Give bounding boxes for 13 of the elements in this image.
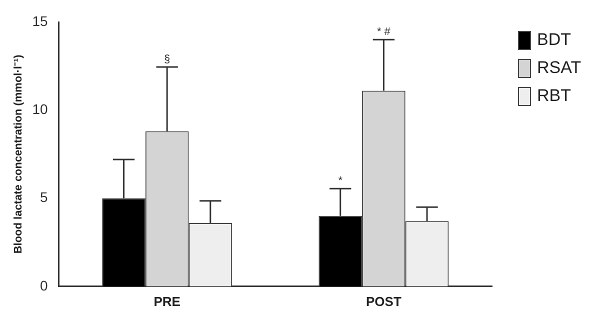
annotation: * [338, 175, 344, 188]
y-tick-label: 15 [32, 12, 48, 29]
y-axis-title: Blood lactate concentration (mmol·l⁻¹) [12, 54, 25, 254]
annotation: § [164, 53, 170, 66]
y-tick-label: 10 [32, 100, 48, 117]
legend-label: BDT [537, 30, 571, 50]
annotation: * # [376, 26, 392, 38]
x-tick-label: PRE [154, 294, 181, 309]
y-tick-label: 5 [40, 189, 48, 206]
legend-label: RSAT [537, 58, 582, 78]
x-tick-label: POST [366, 294, 402, 309]
legend-label: RBT [537, 86, 571, 106]
y-tick-label: 0 [40, 277, 48, 294]
